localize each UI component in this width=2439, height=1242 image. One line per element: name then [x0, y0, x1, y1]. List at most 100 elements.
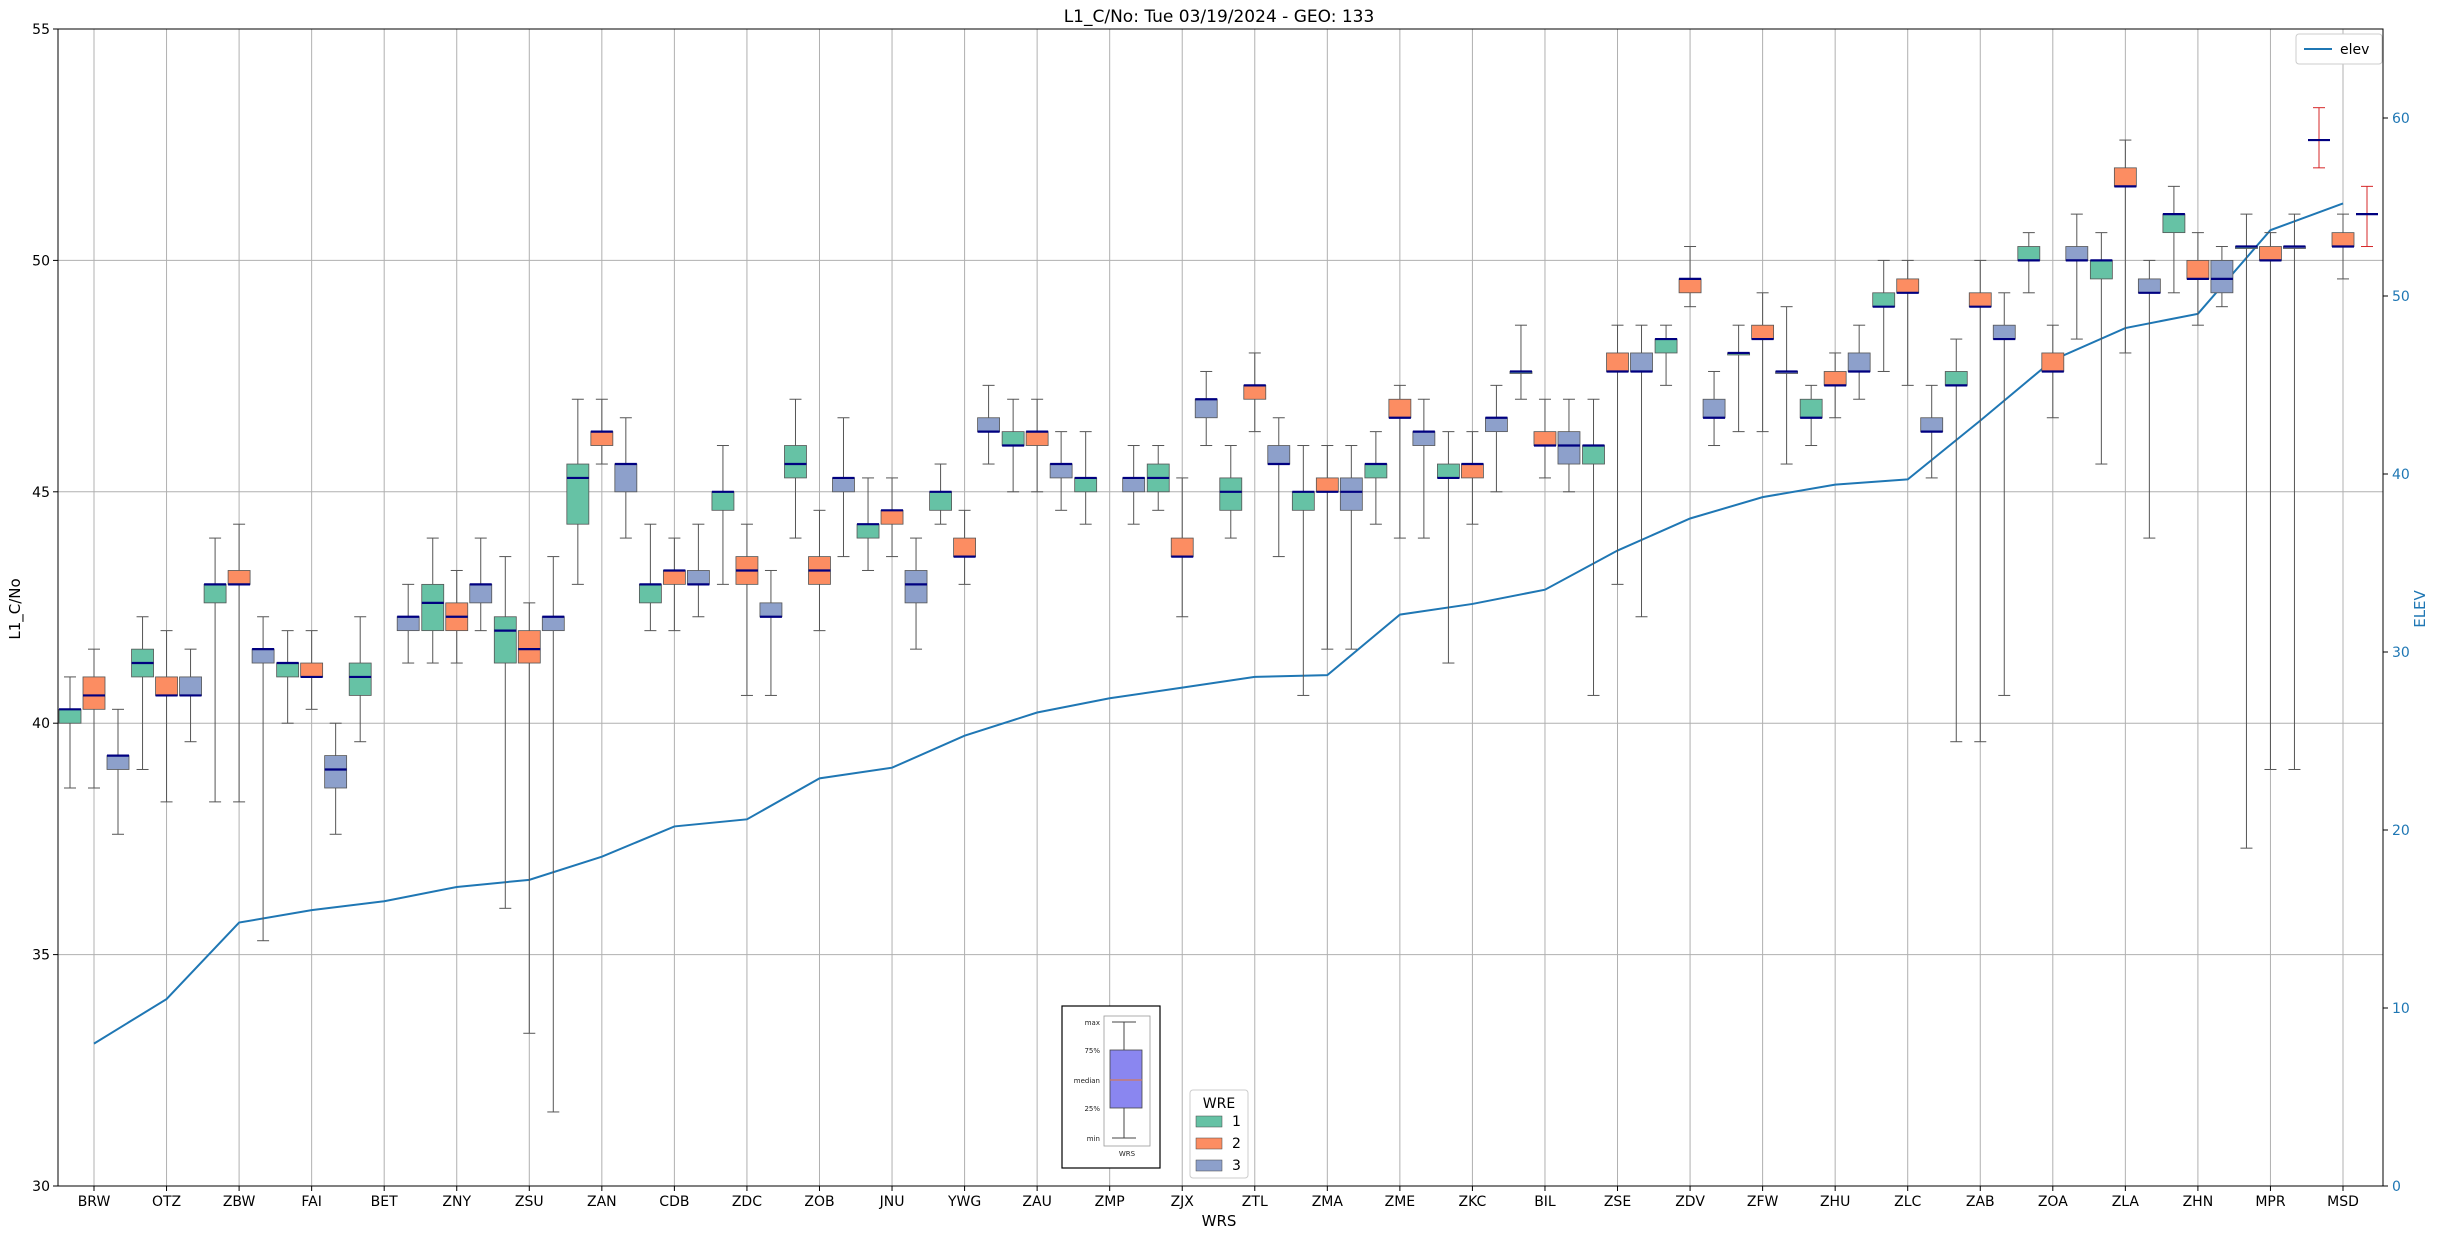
box-ZHU-wre1	[1799, 384, 1823, 447]
plot-frame	[57, 28, 2384, 1187]
box-iqr	[856, 523, 880, 539]
box-iqr	[1896, 278, 1920, 294]
box-ZSU-wre3	[541, 556, 565, 1113]
y-tick-label: 55	[32, 22, 50, 38]
x-tick-label: ZAB	[1966, 1194, 1995, 1210]
box-iqr	[1219, 477, 1243, 511]
box-iqr	[1630, 352, 1653, 372]
y-tick-label: 35	[32, 948, 50, 964]
box-MSD-wre2	[2331, 213, 2355, 280]
box-iqr	[300, 662, 324, 678]
box-ZHN-wre1	[2162, 185, 2186, 294]
box-ZJX-wre1	[1146, 445, 1170, 511]
box-iqr	[541, 616, 565, 632]
box-iqr	[227, 570, 251, 585]
x-tick-label: ZLA	[2112, 1194, 2140, 1210]
box-MPR-wre3	[2283, 213, 2306, 770]
box-iqr	[2210, 259, 2234, 294]
box-ZOA-wre1	[2017, 232, 2041, 294]
box-explainer-inset: max 75% median 25% min WRS	[1061, 1005, 1161, 1169]
x-tick-label: ZOA	[2038, 1194, 2068, 1210]
box-ZME-wre3	[1412, 398, 1436, 539]
wre-legend-title: WRE	[1203, 1096, 1235, 1112]
x-tick-label: ZDC	[732, 1194, 762, 1210]
x-tick-label: ZSU	[515, 1194, 544, 1210]
box-BRW-wre2	[82, 648, 106, 789]
x-tick-label: JNU	[879, 1194, 905, 1210]
box-iqr	[1654, 338, 1678, 354]
box-iqr	[179, 676, 202, 696]
box-iqr	[614, 463, 638, 493]
box-iqr	[106, 755, 130, 770]
marker-MSD-wre1	[2308, 107, 2330, 169]
box-FAI-wre1	[276, 630, 300, 724]
box-iqr	[1267, 445, 1291, 465]
y-tick-label: 45	[32, 485, 50, 501]
box-iqr	[2065, 246, 2089, 261]
box-JNU-wre2	[880, 477, 904, 558]
box-ZHN-wre2	[2186, 232, 2210, 326]
box-BIL-wre3	[1557, 398, 1581, 493]
wre-legend-swatch-1	[1195, 1115, 1223, 1128]
box-ZDC-wre2	[735, 523, 759, 696]
box-iqr	[469, 583, 493, 604]
box-iqr	[1412, 431, 1436, 446]
x-tick-label: BET	[371, 1194, 398, 1210]
box-OTZ-wre1	[131, 616, 154, 770]
marker-MSD-wre3	[2356, 185, 2378, 248]
box-ZDC-wre3	[759, 569, 783, 696]
inset-label-max: max	[1085, 1019, 1100, 1027]
y2-tick-label: 40	[2392, 467, 2410, 483]
box-MPR-wre2	[2259, 232, 2282, 770]
x-tick-label: ZNY	[442, 1194, 471, 1210]
box-iqr	[1461, 463, 1484, 479]
x-tick-label: ZJX	[1171, 1194, 1195, 1210]
box-iqr	[1944, 371, 1968, 386]
elev-legend-label: elev	[2340, 42, 2369, 58]
x-tick-label: ZKC	[1459, 1194, 1487, 1210]
box-iqr	[1437, 463, 1460, 479]
box-iqr	[686, 570, 710, 585]
inset-label-min: min	[1087, 1135, 1100, 1143]
box-ZAB-wre2	[1968, 259, 1992, 743]
box-YWG-wre2	[953, 509, 976, 585]
box-ZME-wre1	[1364, 431, 1388, 525]
box-iqr	[2259, 246, 2282, 261]
box-iqr	[880, 509, 904, 525]
box-ZAU-wre3	[1049, 431, 1073, 511]
box-iqr	[832, 477, 855, 493]
box-ZOA-wre2	[2041, 324, 2065, 419]
box-JNU-wre3	[904, 537, 928, 650]
inset-label-median: median	[1074, 1077, 1100, 1085]
box-ZTL-wre2	[1243, 352, 1267, 433]
x-tick-label: FAI	[301, 1194, 321, 1210]
box-iqr	[1582, 445, 1605, 465]
box-iqr	[517, 630, 541, 664]
x-tick-label: ZLC	[1894, 1194, 1921, 1210]
box-iqr	[1339, 477, 1363, 511]
box-iqr	[421, 583, 445, 632]
y2-tick-label: 50	[2392, 289, 2410, 305]
x-tick-label: OTZ	[152, 1194, 181, 1210]
box-iqr	[1992, 324, 2016, 340]
box-ZLC-wre1	[1872, 259, 1896, 372]
box-iqr	[2041, 352, 2065, 372]
box-FAI-wre3	[324, 722, 348, 835]
box-iqr	[2089, 259, 2113, 280]
box-ZLC-wre3	[1920, 384, 1944, 479]
box-ZLA-wre2	[2113, 139, 2137, 354]
x-tick-label: ZME	[1385, 1194, 1416, 1210]
wre-legend: WRE 1 2 3	[1189, 1089, 1249, 1179]
box-iqr	[1001, 431, 1025, 446]
box-iqr	[1823, 371, 1847, 386]
x-tick-label: ZHU	[1820, 1194, 1850, 1210]
x-tick-label: ZOB	[804, 1194, 834, 1210]
box-ZSE-wre3	[1630, 324, 1653, 618]
box-ZBW-wre2	[227, 523, 251, 803]
box-ZSE-wre1	[1582, 398, 1605, 696]
box-iqr	[324, 755, 348, 789]
box-iqr	[1170, 537, 1194, 557]
box-ZOB-wre2	[808, 509, 831, 632]
box-ZFW-wre2	[1751, 292, 1775, 433]
box-iqr	[1606, 352, 1629, 372]
